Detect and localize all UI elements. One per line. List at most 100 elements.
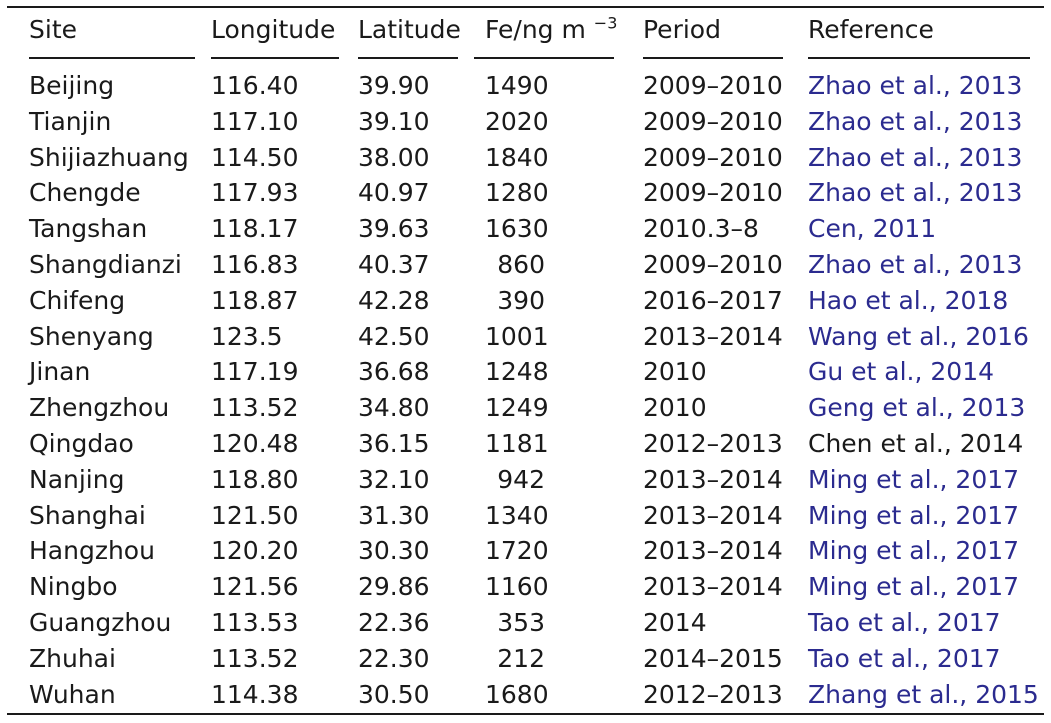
header-fe: Fe/ng m −3 (485, 15, 617, 45)
cell-fe: 1248 (485, 357, 549, 386)
cell-site: Nanjing (29, 465, 125, 494)
cell-fe: 1840 (485, 143, 549, 172)
cell-site: Chengde (29, 178, 141, 207)
cell-reference[interactable]: Zhang et al., 2015 (808, 680, 1039, 709)
cell-longitude: 116.40 (211, 71, 299, 100)
cell-reference[interactable]: Hao et al., 2018 (808, 286, 1009, 315)
cell-latitude: 39.10 (358, 107, 430, 136)
cell-latitude: 38.00 (358, 143, 430, 172)
cell-latitude: 36.15 (358, 429, 430, 458)
cell-longitude: 117.10 (211, 107, 299, 136)
cell-period: 2016–2017 (643, 286, 783, 315)
cell-site: Qingdao (29, 429, 134, 458)
cell-latitude: 30.50 (358, 680, 430, 709)
cell-longitude: 117.19 (211, 357, 299, 386)
cell-period: 2009–2010 (643, 143, 783, 172)
table-top-rule (7, 6, 1044, 8)
cell-latitude: 42.50 (358, 322, 430, 351)
cell-fe: 1340 (485, 501, 549, 530)
cell-site: Shanghai (29, 501, 146, 530)
cell-fe: 1720 (485, 536, 549, 565)
cell-longitude: 113.52 (211, 644, 299, 673)
cell-reference[interactable]: Ming et al., 2017 (808, 536, 1020, 565)
cell-reference[interactable]: Zhao et al., 2013 (808, 143, 1023, 172)
cell-reference[interactable]: Gu et al., 2014 (808, 357, 995, 386)
cell-latitude: 29.86 (358, 572, 430, 601)
header-reference: Reference (808, 15, 934, 44)
cell-longitude: 118.17 (211, 214, 299, 243)
cell-longitude: 117.93 (211, 178, 299, 207)
cell-period: 2013–2014 (643, 572, 783, 601)
cell-period: 2013–2014 (643, 536, 783, 565)
cell-reference[interactable]: Tao et al., 2017 (808, 644, 1001, 673)
header-fe-base: Fe/ng m (485, 15, 586, 44)
cell-reference[interactable]: Wang et al., 2016 (808, 322, 1029, 351)
cell-latitude: 39.90 (358, 71, 430, 100)
cell-longitude: 116.83 (211, 250, 299, 279)
cell-site: Ningbo (29, 572, 118, 601)
cell-reference[interactable]: Ming et al., 2017 (808, 572, 1020, 601)
cell-site: Shangdianzi (29, 250, 182, 279)
cell-reference[interactable]: Ming et al., 2017 (808, 465, 1020, 494)
header-underline-reference (808, 57, 1030, 59)
cell-longitude: 121.56 (211, 572, 299, 601)
cell-fe: 1001 (485, 322, 549, 351)
cell-fe: 942 (497, 465, 545, 494)
cell-fe: 353 (497, 608, 545, 637)
cell-latitude: 42.28 (358, 286, 430, 315)
cell-site: Wuhan (29, 680, 116, 709)
cell-period: 2010 (643, 393, 707, 422)
cell-longitude: 113.53 (211, 608, 299, 637)
cell-period: 2014 (643, 608, 707, 637)
cell-reference: Chen et al., 2014 (808, 429, 1024, 458)
cell-longitude: 123.5 (211, 322, 283, 351)
cell-reference[interactable]: Zhao et al., 2013 (808, 250, 1023, 279)
header-fe-exponent: −3 (593, 13, 618, 33)
cell-longitude: 113.52 (211, 393, 299, 422)
cell-period: 2009–2010 (643, 71, 783, 100)
header-underline-site (29, 57, 195, 59)
cell-period: 2013–2014 (643, 322, 783, 351)
cell-longitude: 118.87 (211, 286, 299, 315)
cell-latitude: 22.36 (358, 608, 430, 637)
cell-site: Jinan (29, 357, 91, 386)
cell-fe: 1490 (485, 71, 549, 100)
cell-site: Chifeng (29, 286, 126, 315)
cell-latitude: 39.63 (358, 214, 430, 243)
cell-reference[interactable]: Tao et al., 2017 (808, 608, 1001, 637)
cell-fe: 212 (497, 644, 545, 673)
cell-longitude: 114.50 (211, 143, 299, 172)
cell-latitude: 22.30 (358, 644, 430, 673)
cell-period: 2010 (643, 357, 707, 386)
cell-fe: 1280 (485, 178, 549, 207)
cell-site: Zhengzhou (29, 393, 170, 422)
cell-reference[interactable]: Geng et al., 2013 (808, 393, 1026, 422)
cell-longitude: 118.80 (211, 465, 299, 494)
cell-site: Zhuhai (29, 644, 116, 673)
cell-site: Tianjin (29, 107, 112, 136)
cell-site: Shijiazhuang (29, 143, 189, 172)
cell-longitude: 120.48 (211, 429, 299, 458)
cell-reference[interactable]: Cen, 2011 (808, 214, 937, 243)
cell-period: 2014–2015 (643, 644, 783, 673)
cell-latitude: 32.10 (358, 465, 430, 494)
cell-period: 2013–2014 (643, 465, 783, 494)
cell-reference[interactable]: Ming et al., 2017 (808, 501, 1020, 530)
cell-longitude: 121.50 (211, 501, 299, 530)
header-period: Period (643, 15, 721, 44)
cell-longitude: 114.38 (211, 680, 299, 709)
cell-reference[interactable]: Zhao et al., 2013 (808, 107, 1023, 136)
cell-period: 2010.3–8 (643, 214, 759, 243)
cell-period: 2009–2010 (643, 178, 783, 207)
cell-reference[interactable]: Zhao et al., 2013 (808, 178, 1023, 207)
cell-fe: 390 (497, 286, 545, 315)
header-underline-period (643, 57, 783, 59)
cell-period: 2012–2013 (643, 680, 783, 709)
cell-site: Tangshan (29, 214, 148, 243)
cell-site: Beijing (29, 71, 115, 100)
cell-fe: 1249 (485, 393, 549, 422)
cell-longitude: 120.20 (211, 536, 299, 565)
cell-latitude: 40.37 (358, 250, 430, 279)
cell-fe: 1160 (485, 572, 549, 601)
cell-reference[interactable]: Zhao et al., 2013 (808, 71, 1023, 100)
